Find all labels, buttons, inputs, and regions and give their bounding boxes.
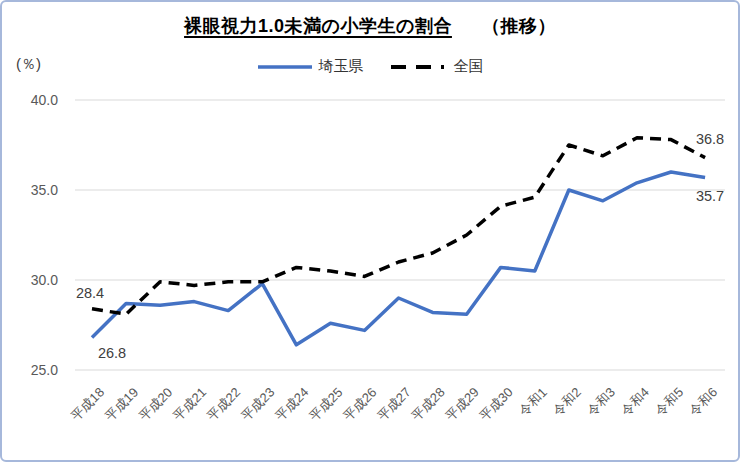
x-tick-label: 令和6	[686, 385, 720, 419]
y-tick-label: 40.0	[31, 92, 58, 108]
data-point-label: 35.7	[696, 188, 724, 204]
x-tick-label: 令和4	[618, 385, 652, 419]
y-tick-label: 30.0	[31, 272, 58, 288]
chart-title-suffix: （推移）	[482, 16, 556, 36]
legend-label-saitama: 埼玉県	[319, 57, 364, 76]
x-tick-label: 平成27	[374, 385, 413, 424]
data-point-label: 26.8	[98, 345, 126, 361]
x-tick-label: 平成28	[408, 385, 447, 424]
x-tick-label: 平成19	[102, 385, 141, 424]
x-tick-label: 平成22	[204, 385, 243, 424]
data-point-label: 28.4	[76, 285, 104, 301]
series-line-saitama	[92, 172, 705, 345]
legend-item-saitama: 埼玉県	[257, 57, 364, 76]
x-tick-label: 平成29	[443, 385, 482, 424]
y-tick-label: 35.0	[31, 182, 58, 198]
data-point-label: 36.8	[696, 131, 724, 147]
solid-line-swatch-icon	[257, 63, 313, 71]
legend-item-zenkoku: 全国	[390, 57, 484, 76]
x-tick-label: 平成30	[477, 385, 516, 424]
chart-figure: 裸眼視力1.0未満の小学生の割合 （推移） 埼玉県 全国 (％) 40.0 35.0…	[0, 0, 740, 462]
x-tick-label: 平成24	[272, 385, 311, 424]
x-tick-label: 令和1	[516, 385, 550, 419]
x-tick-label: 平成20	[136, 385, 175, 424]
x-tick-label: 平成25	[306, 385, 345, 424]
dashed-line-swatch-icon	[390, 63, 448, 71]
legend-label-zenkoku: 全国	[454, 57, 484, 76]
x-tick-label: 平成23	[238, 385, 277, 424]
x-tick-label: 令和2	[550, 385, 584, 419]
x-tick-label: 令和5	[652, 385, 686, 419]
y-tick-label: 25.0	[31, 362, 58, 378]
x-tick-label: 平成18	[68, 385, 107, 424]
x-tick-label: 令和3	[584, 385, 618, 419]
x-tick-label: 平成26	[340, 385, 379, 424]
chart-title-main: 裸眼視力1.0未満の小学生の割合	[184, 16, 452, 36]
y-axis-unit-label: (％)	[16, 55, 41, 74]
series-line-zenkoku	[92, 138, 705, 314]
x-tick-label: 平成21	[170, 385, 209, 424]
chart-title: 裸眼視力1.0未満の小学生の割合 （推移）	[0, 14, 740, 38]
legend: 埼玉県 全国	[0, 57, 740, 76]
